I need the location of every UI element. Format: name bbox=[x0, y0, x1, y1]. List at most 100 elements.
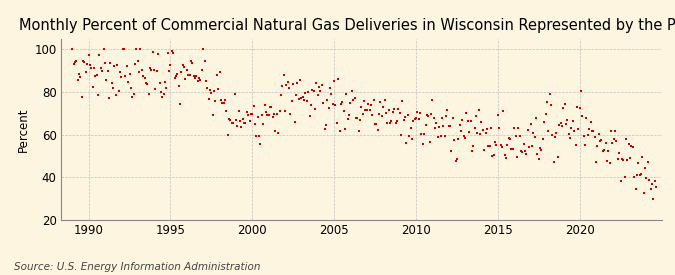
Point bbox=[199, 59, 210, 64]
Point bbox=[168, 51, 179, 55]
Point bbox=[348, 98, 358, 102]
Point bbox=[91, 73, 102, 78]
Point bbox=[115, 70, 126, 74]
Point bbox=[122, 64, 132, 68]
Point bbox=[460, 135, 470, 140]
Point bbox=[346, 88, 357, 93]
Point bbox=[105, 60, 116, 65]
Point bbox=[296, 96, 306, 100]
Point bbox=[549, 134, 560, 139]
Point bbox=[623, 141, 634, 146]
Point bbox=[446, 149, 457, 153]
Point bbox=[513, 126, 524, 130]
Point bbox=[219, 98, 230, 102]
Point bbox=[619, 175, 630, 179]
Point bbox=[369, 98, 379, 102]
Point bbox=[206, 90, 217, 95]
Point bbox=[398, 118, 409, 123]
Point bbox=[632, 172, 643, 177]
Point bbox=[418, 131, 429, 136]
Point bbox=[500, 153, 510, 157]
Point bbox=[127, 94, 138, 99]
Point bbox=[94, 53, 105, 57]
Point bbox=[560, 102, 570, 106]
Point bbox=[203, 97, 214, 101]
Point bbox=[510, 134, 521, 138]
Point bbox=[67, 47, 78, 51]
Point bbox=[484, 144, 495, 148]
Point bbox=[536, 148, 547, 152]
Point bbox=[416, 132, 427, 137]
Point bbox=[236, 124, 247, 129]
Point bbox=[222, 133, 233, 138]
Point bbox=[561, 122, 572, 127]
Point bbox=[497, 145, 508, 149]
Point bbox=[528, 130, 539, 135]
Point bbox=[401, 141, 412, 145]
Point bbox=[333, 77, 344, 82]
Point bbox=[387, 109, 398, 114]
Point bbox=[516, 148, 526, 153]
Point bbox=[466, 148, 477, 153]
Point bbox=[573, 127, 584, 132]
Point bbox=[243, 113, 254, 117]
Point bbox=[476, 120, 487, 124]
Point bbox=[518, 142, 529, 146]
Point bbox=[202, 86, 213, 90]
Point bbox=[392, 119, 402, 123]
Point bbox=[195, 78, 206, 82]
Point bbox=[247, 112, 258, 116]
Point bbox=[205, 87, 215, 92]
Point bbox=[299, 98, 310, 102]
Point bbox=[285, 112, 296, 116]
Point bbox=[420, 123, 431, 127]
Point bbox=[337, 100, 348, 104]
Point bbox=[163, 68, 174, 73]
Point bbox=[421, 113, 432, 117]
Point bbox=[630, 187, 641, 191]
Point bbox=[378, 105, 389, 110]
Point bbox=[277, 83, 288, 88]
Point bbox=[522, 128, 533, 132]
Point bbox=[78, 59, 88, 64]
Point bbox=[381, 111, 392, 116]
Point bbox=[600, 141, 611, 145]
Point bbox=[329, 79, 340, 84]
Point bbox=[464, 130, 475, 134]
Point bbox=[139, 75, 150, 80]
Point bbox=[433, 135, 443, 139]
Point bbox=[449, 138, 460, 142]
Point bbox=[487, 154, 497, 159]
Point bbox=[176, 70, 187, 74]
Point bbox=[345, 100, 356, 105]
Point bbox=[314, 84, 325, 89]
Point bbox=[588, 129, 599, 133]
Point bbox=[270, 129, 281, 133]
Point bbox=[334, 128, 345, 133]
Point bbox=[587, 129, 597, 133]
Point bbox=[495, 143, 506, 148]
Point bbox=[281, 82, 292, 87]
Point bbox=[211, 73, 222, 78]
Point bbox=[331, 121, 342, 125]
Point bbox=[290, 93, 301, 97]
Point bbox=[72, 78, 83, 82]
Point bbox=[238, 117, 248, 121]
Point bbox=[394, 111, 405, 115]
Point bbox=[349, 96, 360, 101]
Point bbox=[226, 121, 237, 125]
Point bbox=[526, 144, 537, 148]
Point bbox=[501, 156, 512, 161]
Point bbox=[370, 122, 381, 127]
Point bbox=[307, 88, 318, 92]
Point bbox=[154, 81, 165, 85]
Point bbox=[341, 92, 352, 96]
Point bbox=[143, 92, 154, 97]
Point bbox=[357, 111, 368, 116]
Point bbox=[596, 138, 607, 142]
Point bbox=[361, 107, 372, 112]
Point bbox=[625, 156, 636, 161]
Point bbox=[409, 117, 420, 121]
Point bbox=[508, 147, 518, 151]
Point bbox=[165, 63, 176, 67]
